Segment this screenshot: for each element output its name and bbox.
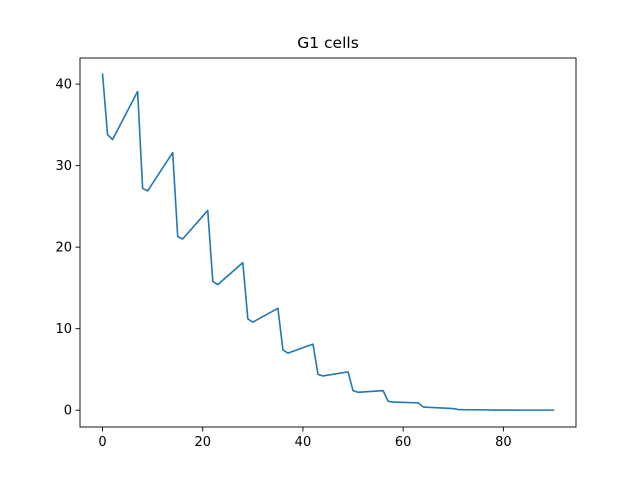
plot-area-frame: [79, 57, 577, 428]
x-tick-label: 40: [295, 435, 312, 450]
x-tick-label: 0: [98, 435, 106, 450]
ticks-layer: 0 20 40 60 80 0 10 20 30 40: [55, 78, 511, 450]
y-tick-label: 20: [55, 241, 72, 256]
y-tick-label: 0: [64, 404, 72, 419]
x-tick-label: 80: [495, 435, 512, 450]
y-tick-label: 30: [55, 159, 72, 174]
series-line: [101, 73, 555, 411]
y-tick-label: 40: [55, 78, 72, 93]
x-tick-label: 60: [395, 435, 412, 450]
series-layer: [101, 73, 555, 411]
x-tick-label: 20: [194, 435, 211, 450]
chart-title: G1 cells: [297, 34, 359, 52]
y-tick-label: 10: [55, 322, 72, 337]
